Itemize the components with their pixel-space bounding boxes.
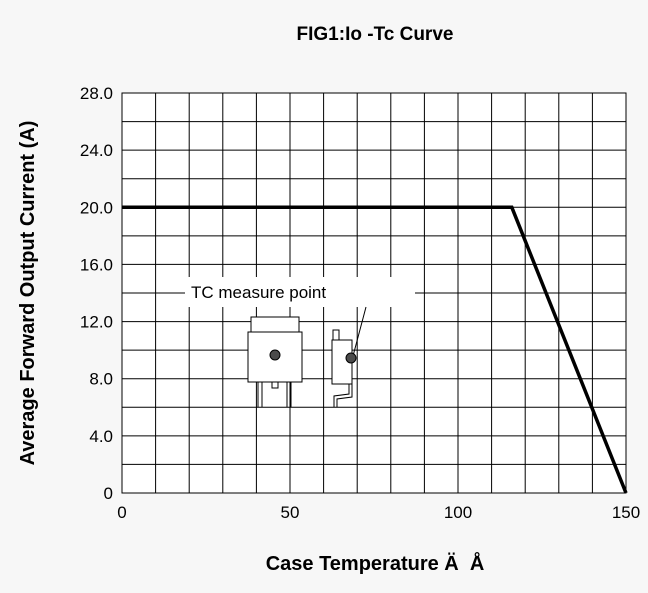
grid-lines <box>122 93 626 493</box>
y-tick-labels: 0 4.0 8.0 12.0 16.0 20.0 24.0 28.0 <box>80 84 113 503</box>
y-tick-label: 12.0 <box>80 313 113 332</box>
y-tick-label: 20.0 <box>80 198 113 217</box>
series-line <box>122 205 628 494</box>
y-tick-label: 0 <box>104 484 113 503</box>
annotation-label: TC measure point <box>191 283 326 302</box>
y-tick-label: 16.0 <box>80 255 113 274</box>
y-tick-label: 28.0 <box>80 84 113 103</box>
tc-measure-annotation: TC measure point <box>185 277 415 357</box>
x-tick-label: 100 <box>444 503 472 522</box>
y-tick-label: 4.0 <box>89 427 113 446</box>
x-tick-label: 0 <box>117 503 126 522</box>
x-tick-label: 50 <box>281 503 300 522</box>
x-tick-label: 150 <box>612 503 640 522</box>
tc-point-front <box>269 349 281 361</box>
chart-title: FIG1:Io -Tc Curve <box>297 24 454 45</box>
y-axis-title: Average Forward Output Current (A) <box>17 121 39 466</box>
tc-point-side <box>345 352 357 364</box>
y-tick-label: 8.0 <box>89 370 113 389</box>
annotation-leader <box>352 306 367 357</box>
package-front-view <box>247 316 303 407</box>
y-tick-label: 24.0 <box>80 141 113 160</box>
plot-frame <box>121 92 627 494</box>
x-axis-title: Case Temperature Ä Å <box>266 551 485 575</box>
x-tick-labels: 0 50 100 150 <box>117 503 640 522</box>
package-side-view <box>331 329 357 407</box>
